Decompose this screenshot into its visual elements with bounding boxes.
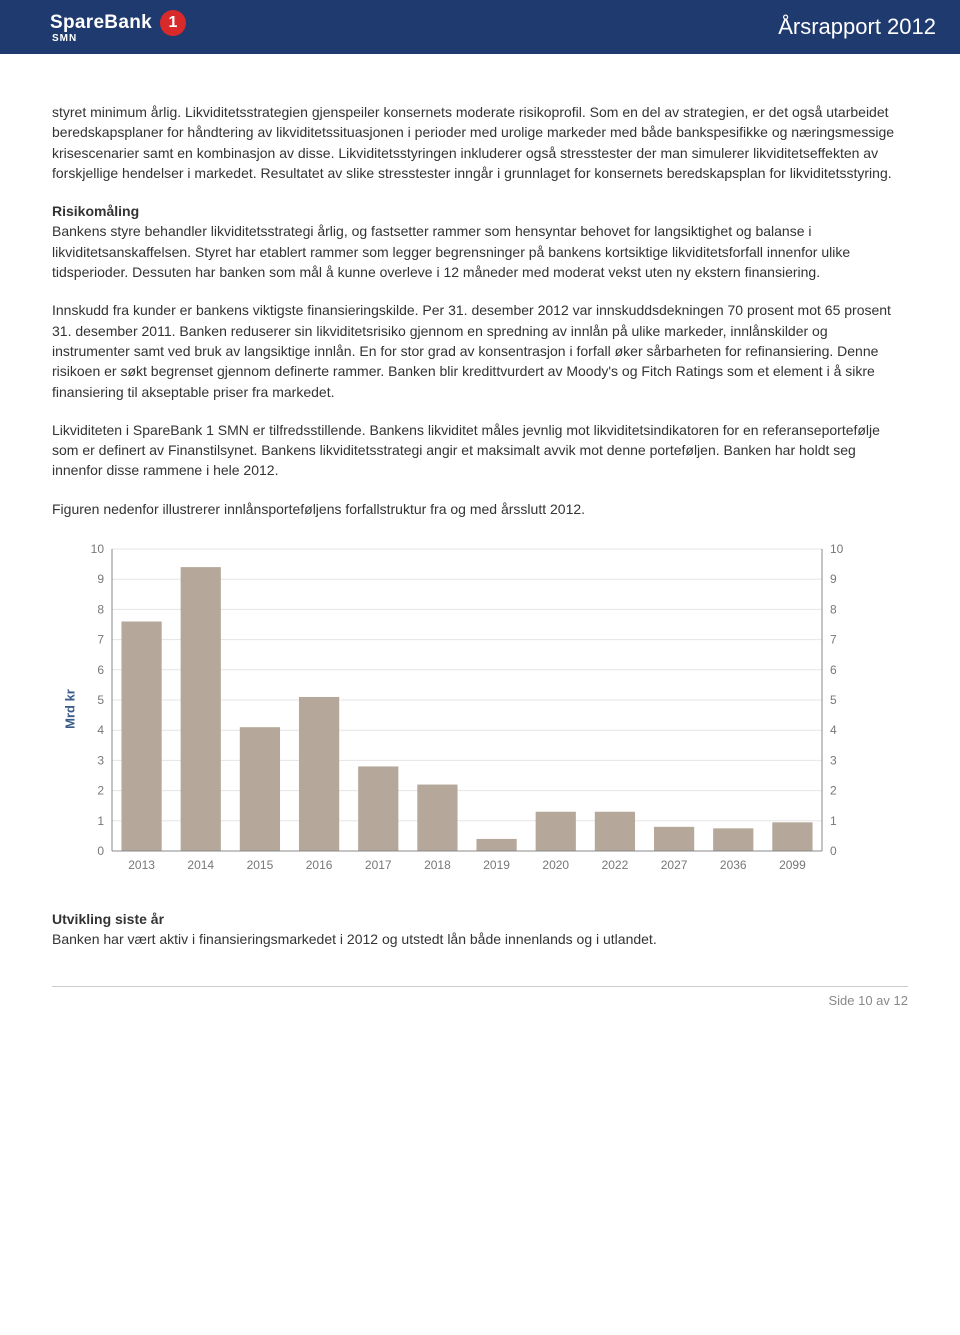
svg-text:2018: 2018 xyxy=(424,858,451,872)
svg-text:9: 9 xyxy=(97,572,104,586)
section-development: Utvikling siste år Banken har vært aktiv… xyxy=(52,909,908,950)
svg-text:6: 6 xyxy=(830,663,837,677)
maturity-chart: Mrd kr 001122334455667788991010201320142… xyxy=(72,539,862,879)
svg-text:5: 5 xyxy=(830,693,837,707)
svg-text:5: 5 xyxy=(97,693,104,707)
svg-text:2: 2 xyxy=(830,784,837,798)
paragraph-risk-1: Bankens styre behandler likviditetsstrat… xyxy=(52,223,850,280)
svg-text:2015: 2015 xyxy=(247,858,274,872)
heading-development: Utvikling siste år xyxy=(52,909,908,929)
svg-text:2: 2 xyxy=(97,784,104,798)
paragraph-development: Banken har vært aktiv i finansieringsmar… xyxy=(52,931,657,947)
svg-text:2027: 2027 xyxy=(661,858,688,872)
paragraph-intro: styret minimum årlig. Likviditetsstrateg… xyxy=(52,102,908,183)
svg-text:2013: 2013 xyxy=(128,858,155,872)
svg-text:0: 0 xyxy=(830,844,837,858)
svg-text:10: 10 xyxy=(91,542,105,556)
svg-text:3: 3 xyxy=(97,753,104,767)
svg-text:1: 1 xyxy=(830,814,837,828)
svg-text:2020: 2020 xyxy=(542,858,569,872)
svg-text:8: 8 xyxy=(97,602,104,616)
paragraph-liquidity: Likviditeten i SpareBank 1 SMN er tilfre… xyxy=(52,420,908,481)
report-title: Årsrapport 2012 xyxy=(778,14,936,40)
svg-text:4: 4 xyxy=(830,723,837,737)
svg-text:2016: 2016 xyxy=(306,858,333,872)
heading-risk: Risikomåling xyxy=(52,201,908,221)
svg-text:2036: 2036 xyxy=(720,858,747,872)
svg-text:6: 6 xyxy=(97,663,104,677)
svg-text:7: 7 xyxy=(830,633,837,647)
page-number: Side 10 av 12 xyxy=(0,993,960,1028)
svg-text:9: 9 xyxy=(830,572,837,586)
brand-badge-icon: 1 xyxy=(160,10,186,36)
logo: SpareBank 1 SMN xyxy=(50,10,186,44)
svg-text:0: 0 xyxy=(97,844,104,858)
svg-text:7: 7 xyxy=(97,633,104,647)
page-header: SpareBank 1 SMN Årsrapport 2012 xyxy=(0,0,960,54)
chart-ylabel: Mrd kr xyxy=(62,689,77,729)
brand-main: SpareBank xyxy=(50,12,152,34)
chart-svg: 0 0 1 1 2 2 3 3 4 4 5 5 6 6 7 7 8 8 9 9 10 10 2013 2014 2015 2016… xyxy=(72,539,862,879)
section-risk: Risikomåling Bankens styre behandler lik… xyxy=(52,201,908,282)
svg-text:4: 4 xyxy=(97,723,104,737)
brand-sub: SMN xyxy=(52,33,186,44)
svg-text:2099: 2099 xyxy=(779,858,806,872)
paragraph-chart-intro: Figuren nedenfor illustrerer innlånsport… xyxy=(52,499,908,519)
svg-text:2017: 2017 xyxy=(365,858,392,872)
svg-text:8: 8 xyxy=(830,602,837,616)
svg-text:10: 10 xyxy=(830,542,844,556)
paragraph-deposits: Innskudd fra kunder er bankens viktigste… xyxy=(52,300,908,401)
footer-divider xyxy=(52,986,908,987)
svg-text:2014: 2014 xyxy=(187,858,214,872)
svg-text:2022: 2022 xyxy=(602,858,629,872)
svg-text:1: 1 xyxy=(97,814,104,828)
logo-text-block: SpareBank 1 SMN xyxy=(50,10,186,44)
svg-text:3: 3 xyxy=(830,753,837,767)
svg-text:2019: 2019 xyxy=(483,858,510,872)
page-content: styret minimum årlig. Likviditetsstrateg… xyxy=(0,54,960,966)
